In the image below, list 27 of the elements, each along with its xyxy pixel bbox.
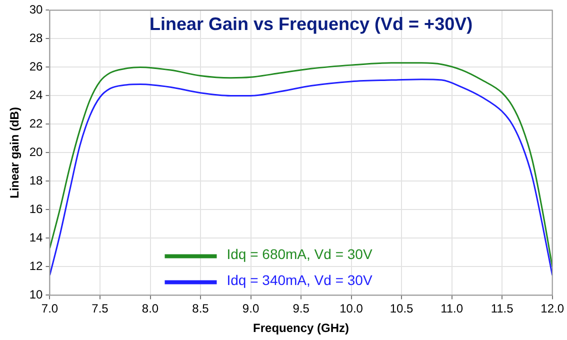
x-axis-title: Frequency (GHz) bbox=[253, 321, 350, 336]
y-tick-label: 26 bbox=[29, 60, 44, 74]
y-tick-label: 24 bbox=[29, 88, 44, 102]
x-tick-label: 12.0 bbox=[540, 302, 564, 316]
chart-title: Linear Gain vs Frequency (Vd = +30V) bbox=[149, 14, 473, 34]
x-tick-label: 10.5 bbox=[390, 302, 414, 316]
x-tick-label: 8.5 bbox=[192, 302, 210, 316]
y-tick-label: 10 bbox=[29, 288, 44, 302]
legend-label: Idq = 680mA, Vd = 30V bbox=[226, 246, 373, 262]
y-tick-label: 16 bbox=[29, 202, 44, 216]
y-tick-label: 22 bbox=[29, 116, 44, 131]
x-tick-label: 11.5 bbox=[490, 302, 514, 316]
y-axis-title: Linear gain (dB) bbox=[8, 107, 22, 198]
y-tick-label: 28 bbox=[29, 31, 44, 46]
x-tick-label: 7.5 bbox=[92, 302, 109, 316]
x-tick-label: 9.0 bbox=[242, 302, 260, 316]
legend-label: Idq = 340mA, Vd = 30V bbox=[226, 272, 373, 288]
y-tick-label: 14 bbox=[29, 230, 44, 245]
y-tick-label: 12 bbox=[29, 259, 44, 274]
y-tick-label: 18 bbox=[29, 174, 44, 188]
x-tick-label: 9.5 bbox=[292, 302, 310, 316]
x-tick-label: 11.0 bbox=[440, 302, 464, 316]
x-tick-label: 7.0 bbox=[41, 302, 58, 316]
x-tick-label: 10.0 bbox=[340, 302, 364, 316]
y-tick-label: 30 bbox=[29, 2, 44, 17]
y-tick-label: 20 bbox=[29, 145, 44, 160]
x-tick-label: 8.0 bbox=[142, 302, 159, 316]
